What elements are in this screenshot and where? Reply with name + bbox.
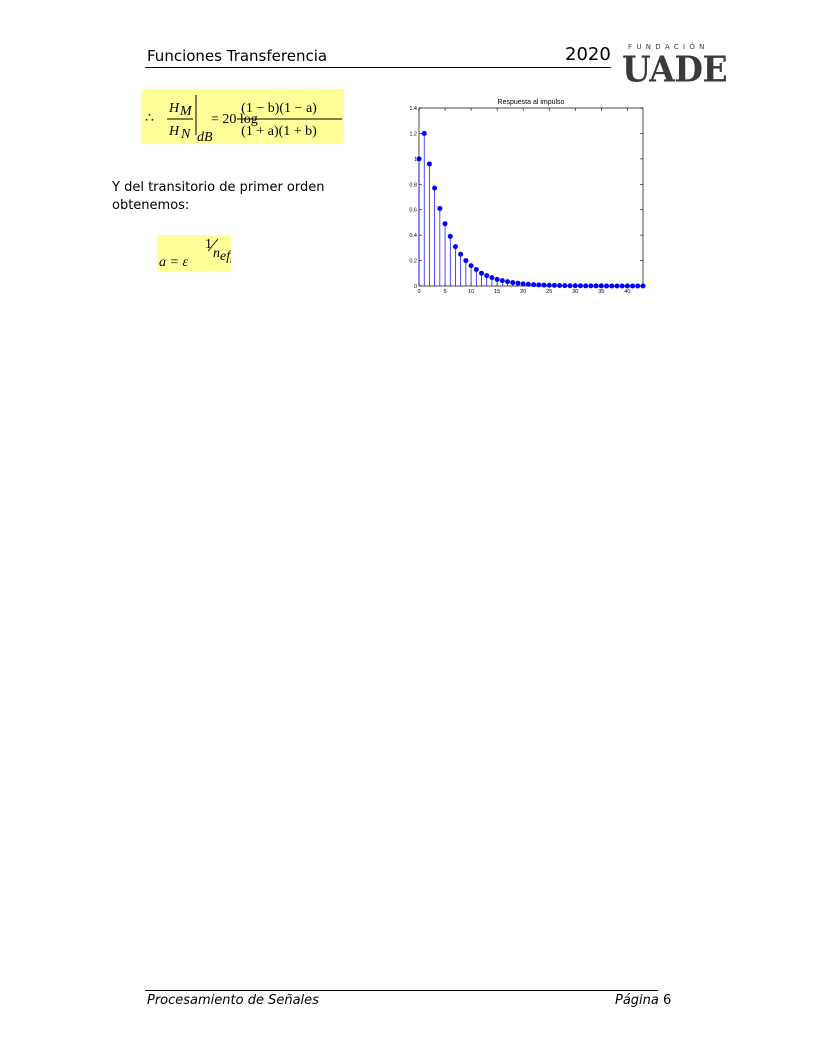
y-tick-label: 1.4	[409, 106, 417, 112]
stem-marker	[624, 283, 630, 289]
y-tick-label: 0.2	[409, 259, 417, 265]
stem-marker	[442, 221, 448, 227]
paragraph-line-1: Y del transitorio de primer orden	[112, 180, 325, 195]
stem-marker	[630, 283, 636, 289]
stem-marker	[635, 283, 641, 289]
stem-marker	[499, 278, 505, 284]
stem-marker	[583, 283, 589, 289]
stem-marker	[494, 276, 500, 282]
stem-marker	[640, 283, 646, 289]
y-tick-label: 1.2	[409, 131, 417, 137]
chart-plot-area	[418, 107, 644, 287]
header-title: Funciones Transferencia	[147, 47, 328, 65]
equation-a-epsilon-svg: a = ε 1 n eff	[159, 237, 236, 270]
stem-marker	[546, 282, 552, 288]
stem-marker	[484, 273, 490, 279]
impulse-response-svg: Respuesta al impulso 0 0.2 0.4 0.6 0.8 1 1.2 1.…	[409, 99, 646, 295]
logo-uade: UADE	[622, 48, 728, 91]
x-tick-label: 0	[417, 289, 420, 295]
equation-gain-db-svg: ∴ H M H N dB = 20 log (1 − b)(1 − a) (1 …	[145, 95, 342, 145]
stem-marker	[520, 281, 526, 287]
num-sub: M	[179, 104, 193, 119]
x-tick-label: 40	[624, 289, 630, 295]
x-tick-label: 35	[598, 289, 604, 295]
num-h: H	[168, 101, 180, 116]
x-tick-label: 15	[494, 289, 500, 295]
x-tick-label: 30	[572, 289, 578, 295]
x-tick-label: 10	[468, 289, 474, 295]
stem-marker	[557, 282, 563, 288]
eval-sub: dB	[197, 130, 213, 144]
stem-marker	[452, 244, 458, 250]
stem-marker	[468, 263, 474, 269]
x-tick-label: 20	[520, 289, 526, 295]
equation-gain-db: ∴ H M H N dB = 20 log (1 − b)(1 − a) (1 …	[141, 89, 344, 145]
y-tick-label: 0.4	[409, 233, 417, 239]
stem-marker	[567, 283, 573, 289]
stem-marker	[604, 283, 610, 289]
impulse-response-chart: Respuesta al impulso 0 0.2 0.4 0.6 0.8 1 1.2 1.…	[400, 95, 650, 304]
chart-title: Respuesta al impulso	[498, 99, 565, 106]
x-tick-label: 25	[546, 289, 552, 295]
stem-marker	[531, 282, 537, 288]
stem-marker	[577, 283, 583, 289]
stem-marker	[421, 130, 427, 136]
stem-marker	[588, 283, 594, 289]
exp-denominator-sub: eff	[220, 249, 231, 264]
exp-denominator: n	[213, 246, 220, 261]
logo-fundacion-text: FUNDACIÓN	[628, 43, 709, 51]
stem-marker	[536, 282, 542, 288]
therefore-symbol: ∴	[145, 111, 154, 126]
frac-denominator: (1 + a)(1 + b)	[241, 124, 317, 139]
body-paragraph: Y del transitorio de primer orden obtene…	[112, 179, 352, 215]
footer-page-number: 6	[663, 993, 672, 1008]
header-year: 2020	[565, 44, 611, 65]
stem-marker	[609, 283, 615, 289]
rhs-prefix: = 20 log	[211, 112, 258, 127]
stem-marker	[541, 282, 547, 288]
stem-marker	[619, 283, 625, 289]
stem-marker	[510, 280, 516, 286]
footer-page-label: Página	[615, 993, 659, 1008]
den-h: H	[168, 124, 180, 139]
footer-course: Procesamiento de Señales	[147, 993, 319, 1008]
stem-marker	[614, 283, 620, 289]
stem-marker	[489, 275, 495, 281]
stem-marker	[562, 283, 568, 289]
stem-marker	[479, 270, 485, 276]
y-tick-label: 1	[414, 157, 417, 163]
footer-rule	[145, 990, 658, 991]
stem-marker	[525, 281, 531, 287]
stem-marker	[598, 283, 604, 289]
header-rule	[145, 67, 611, 68]
den-sub: N	[180, 127, 191, 142]
stem-marker	[416, 156, 422, 162]
stem-marker	[463, 258, 469, 264]
y-tick-label: 0.8	[409, 182, 417, 188]
stem-marker	[515, 280, 521, 286]
y-tick-label: 0.6	[409, 208, 417, 214]
stem-marker	[505, 279, 511, 285]
stem-marker	[572, 283, 578, 289]
footer-page: Página 6	[615, 993, 671, 1008]
stem-marker	[437, 205, 443, 211]
stem-marker	[432, 185, 438, 191]
y-tick-label: 0	[414, 284, 417, 290]
exp-slash	[207, 238, 219, 252]
frac-numerator: (1 − b)(1 − a)	[241, 101, 317, 116]
paragraph-line-2: obtenemos:	[112, 198, 190, 213]
stem-marker	[458, 251, 464, 257]
exp-numerator: 1	[205, 237, 212, 252]
x-tick-label: 5	[444, 289, 447, 295]
stem-marker	[593, 283, 599, 289]
eq2-lhs: a = ε	[159, 255, 188, 270]
equation-a-epsilon: a = ε 1 n eff	[157, 235, 236, 271]
stem-marker	[447, 233, 453, 239]
stem-marker	[551, 282, 557, 288]
stem-marker	[473, 266, 479, 272]
stem-marker	[426, 161, 432, 167]
